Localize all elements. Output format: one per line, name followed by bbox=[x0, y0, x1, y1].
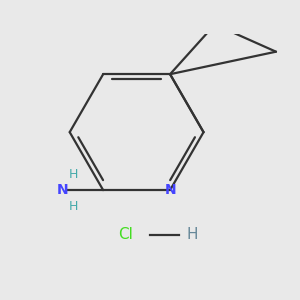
Text: H: H bbox=[69, 167, 78, 181]
Text: N: N bbox=[57, 183, 69, 197]
Text: Cl: Cl bbox=[118, 227, 133, 242]
Text: H: H bbox=[186, 227, 198, 242]
Text: N: N bbox=[164, 183, 176, 197]
Text: H: H bbox=[69, 200, 78, 213]
